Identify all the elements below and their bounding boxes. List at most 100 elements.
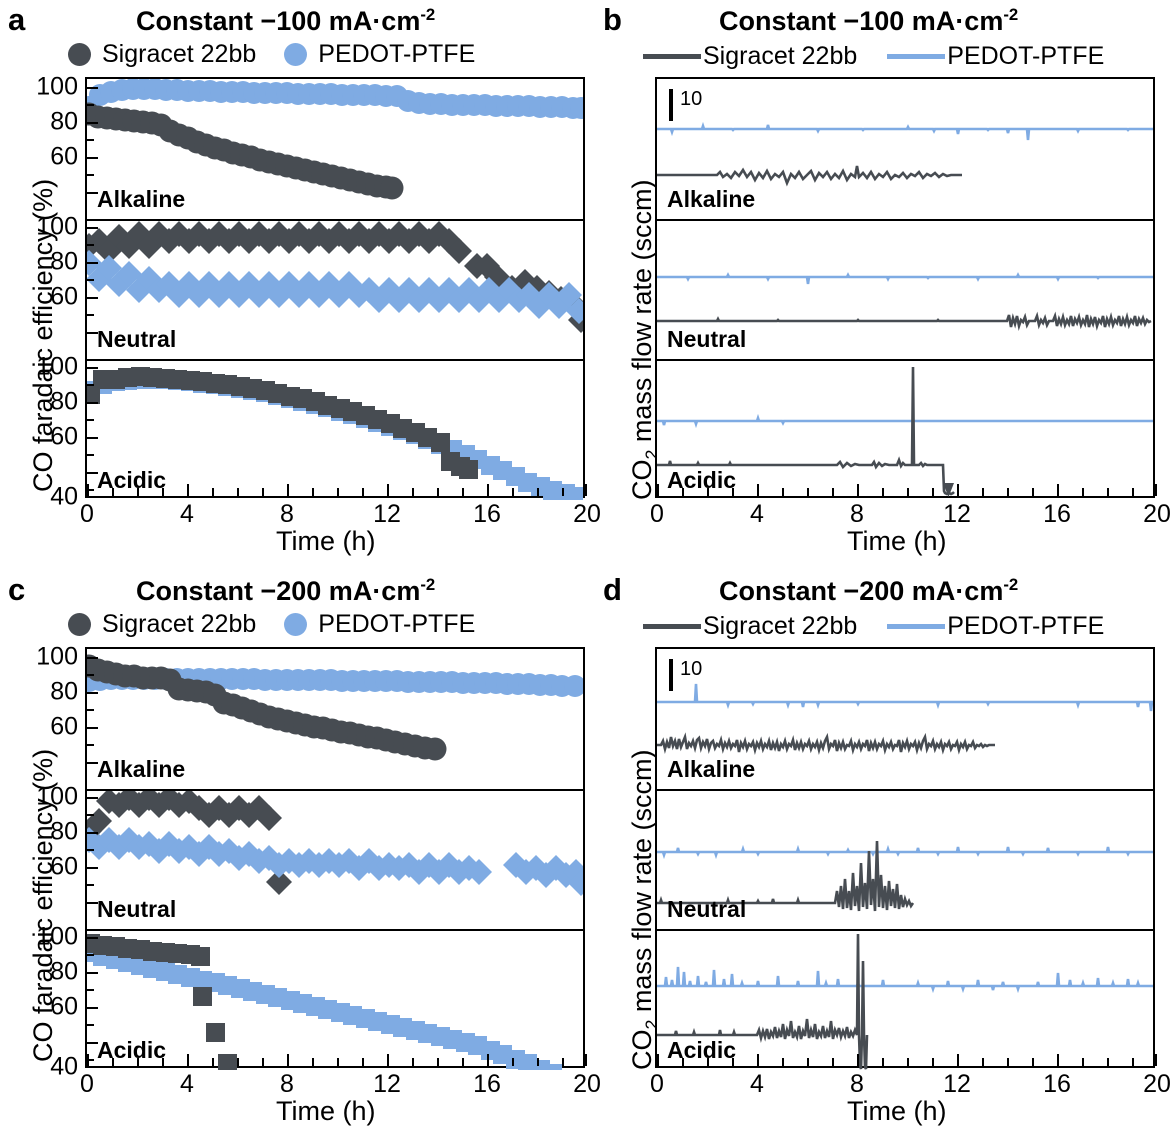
panel-d-subplot-alkaline: 10 Alkaline <box>657 649 1153 789</box>
y-tick-mark <box>87 937 98 940</box>
panel-d-letter: d <box>603 572 622 607</box>
panel-c-plot-stack: Alkaline Neutral <box>36 644 601 1097</box>
x-tick-mark <box>187 484 190 496</box>
x-tick-mark <box>562 1058 565 1066</box>
panel-c-subplot-acidic: Acidic <box>87 929 583 1070</box>
x-tick-mark <box>512 1058 515 1066</box>
x-tick-mark <box>957 1054 960 1066</box>
failure-arrow-icon <box>943 483 954 497</box>
x-tick-mark <box>907 488 910 496</box>
panel-c-title-text: Constant −200 mA·cm <box>136 576 421 606</box>
x-tick-mark <box>237 1058 240 1066</box>
y-tick-mark <box>87 384 94 387</box>
x-tick-mark <box>907 1058 910 1066</box>
x-tick-mark <box>187 1054 190 1066</box>
y-tick-mark <box>87 727 98 730</box>
x-tick-mark <box>87 1054 90 1066</box>
x-tick-label: 8 <box>280 500 294 528</box>
x-tick-mark <box>437 488 440 496</box>
x-tick-label: 12 <box>373 500 401 528</box>
x-tick-mark <box>487 1054 490 1066</box>
x-tick-mark <box>312 488 315 496</box>
x-tick-mark <box>1007 1058 1010 1066</box>
legend-circle-marker-icon <box>284 43 308 66</box>
y-tick-label: 60 <box>50 712 78 741</box>
panel-d-scale-bar: 10 <box>669 659 702 691</box>
y-tick-label: 80 <box>50 817 78 846</box>
series-pedot-ptfe <box>87 827 583 896</box>
x-tick-mark <box>857 484 860 496</box>
x-tick-label: 20 <box>573 500 601 528</box>
panel-b-subplot-neutral: Neutral <box>657 219 1153 359</box>
y-tick-label: 80 <box>50 247 78 276</box>
x-tick-mark <box>162 488 165 496</box>
x-tick-mark <box>337 488 340 496</box>
y-tick-mark <box>87 797 98 800</box>
x-tick-label: 0 <box>650 500 664 528</box>
y-tick-mark <box>87 744 94 747</box>
series-sigracet-22bb <box>87 791 292 895</box>
legend-line-marker-icon <box>643 54 701 59</box>
x-tick-mark <box>682 1058 685 1066</box>
series-sigracet-22bb <box>87 102 404 200</box>
x-tick-mark <box>312 1058 315 1066</box>
x-tick-mark <box>412 1058 415 1066</box>
panel-d-subplot-neutral: Neutral <box>657 789 1153 929</box>
series-pedot-ptfe <box>657 272 1153 285</box>
x-tick-mark <box>1155 1054 1158 1066</box>
y-tick-mark <box>87 489 94 492</box>
panel-a-acidic-series <box>87 367 583 500</box>
scale-bar-line-icon <box>669 659 673 691</box>
x-tick-mark <box>237 488 240 496</box>
x-tick-mark <box>882 1058 885 1066</box>
y-tick-mark <box>87 279 94 282</box>
panel-a-neutral-series <box>87 221 583 333</box>
x-tick-mark <box>782 1058 785 1066</box>
y-tick-mark <box>87 1042 98 1045</box>
x-tick-mark <box>162 1058 165 1066</box>
panel-c: c Constant −200 mA·cm-2 Sigracet 22bb PE… <box>0 570 601 1138</box>
panel-b-plot-stack: 10 Alkaline Neutral Acidic <box>650 77 1170 527</box>
y-tick-mark <box>87 1059 94 1062</box>
x-tick-mark <box>932 1058 935 1066</box>
x-tick-mark <box>262 488 265 496</box>
legend-entry-sigracet: Sigracet 22bb <box>68 612 256 637</box>
legend-label-sigracet: Sigracet 22bb <box>703 612 858 640</box>
x-tick-mark <box>462 488 465 496</box>
x-tick-label: 0 <box>650 1070 664 1098</box>
y-tick-mark <box>87 454 94 457</box>
panel-b-letter: b <box>603 2 622 37</box>
x-tick-mark <box>585 1054 588 1066</box>
legend-circle-marker-icon <box>68 613 91 636</box>
panel-d-alkaline-tag: Alkaline <box>667 756 756 782</box>
y-tick-mark <box>87 437 98 440</box>
panel-b-legend: Sigracet 22bb PEDOT-PTFE <box>643 44 1104 69</box>
y-tick-mark <box>87 227 98 230</box>
x-tick-mark <box>87 484 90 496</box>
x-tick-label: 12 <box>943 1070 971 1098</box>
legend-label-sigracet: Sigracet 22bb <box>703 42 858 70</box>
y-axis-label-pre: CO <box>627 459 657 501</box>
y-tick-mark <box>87 402 98 405</box>
y-tick-mark <box>87 87 98 90</box>
legend-circle-marker-icon <box>284 613 308 636</box>
y-axis-label-post: mass flow rate (sccm) <box>627 179 657 450</box>
x-tick-mark <box>1082 488 1085 496</box>
panel-b-alkaline-tag: Alkaline <box>667 186 756 212</box>
y-tick-label: 100 <box>36 922 78 951</box>
x-tick-mark <box>932 488 935 496</box>
series-pedot-ptfe <box>657 121 1153 141</box>
series-sigracet-22bb <box>87 654 447 761</box>
y-tick-mark <box>87 692 98 695</box>
y-tick-label: 80 <box>50 107 78 136</box>
panel-d-x-axis-label: Time (h) <box>847 1096 947 1126</box>
y-tick-label: 40 <box>50 1052 78 1081</box>
y-tick-mark <box>87 1007 98 1010</box>
x-tick-mark <box>1032 488 1035 496</box>
legend-entry-sigracet: Sigracet 22bb <box>68 42 256 67</box>
legend-entry-pedot: PEDOT-PTFE <box>887 614 1104 639</box>
x-tick-mark <box>1057 484 1060 496</box>
panel-c-letter: c <box>8 572 26 607</box>
panel-c-x-axis-label: Time (h) <box>276 1096 376 1126</box>
scale-bar-label: 10 <box>680 658 703 680</box>
